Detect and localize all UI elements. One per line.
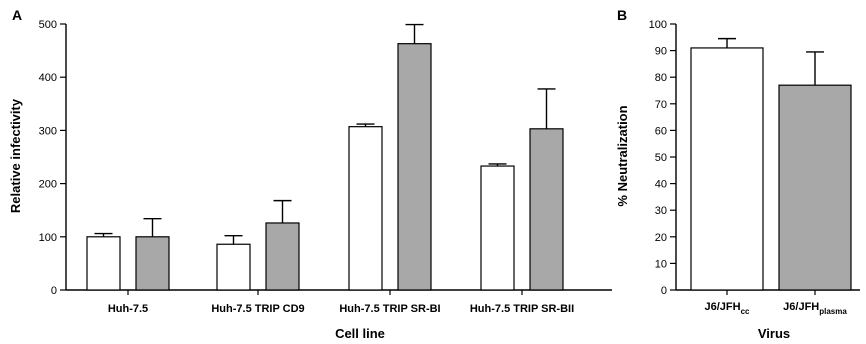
panel-a-y-tick-label: 100	[39, 232, 57, 244]
panel-a-category-label: Huh-7.5 TRIP CD9	[211, 303, 304, 315]
panel-a-y-tick-label: 300	[39, 125, 57, 137]
panel-b-y-tick-label: 40	[655, 179, 667, 191]
panel-b-chart: B % Neutralization Virus 0 10 20 30 40 50 60 70…	[615, 7, 860, 341]
panel-b-category-label: J6/JFHcc	[705, 301, 751, 316]
panel-a-category-label: Huh-7.5 TRIP SR-BII	[470, 303, 574, 315]
panel-a-x-axis-title: Cell line	[335, 326, 385, 341]
panel-b-y-tick-label: 80	[655, 72, 667, 84]
panel-b-bar	[690, 47, 764, 291]
panel-a-y-axis-title: Relative infectivity	[8, 98, 23, 213]
panel-b-y-tick-label: 50	[655, 152, 667, 164]
panel-a-y-tick-label: 500	[39, 19, 57, 31]
panel-a-bar	[529, 128, 564, 291]
panel-a-bar	[397, 43, 432, 291]
panel-b-bar	[778, 84, 852, 291]
panel-a-category-label: Huh-7.5 TRIP SR-BI	[339, 303, 440, 315]
panel-a-label: A	[12, 7, 22, 23]
panel-b-y-tick-label: 60	[655, 125, 667, 137]
panel-b-label: B	[617, 7, 627, 23]
panel-a-category-label: Huh-7.5	[108, 303, 148, 315]
panel-b-y-tick-label: 0	[661, 285, 667, 297]
panel-b-y-tick-label: 90	[655, 46, 667, 58]
panel-b-y-tick-label: 100	[649, 19, 667, 31]
panel-a-y-tick-label: 400	[39, 72, 57, 84]
panel-a-bar	[348, 126, 383, 291]
panel-b-y-tick-label: 70	[655, 99, 667, 111]
panel-b-x-axis-title: Virus	[758, 326, 790, 341]
panel-a-chart: A Relative infectivity Cell line 0 100 200…	[8, 7, 612, 341]
panel-a-bar	[135, 236, 170, 291]
panel-a-y-tick-label: 0	[51, 285, 57, 297]
panel-b-y-axis-title: % Neutralization	[615, 105, 630, 206]
panel-b-category-label: J6/JFHplasma	[783, 301, 847, 316]
panel-a-bar	[216, 243, 251, 291]
panel-a-bar	[86, 236, 121, 291]
panel-b-y-tick-label: 20	[655, 232, 667, 244]
panel-b-y-tick-label: 10	[655, 258, 667, 270]
panel-a-bar	[265, 222, 300, 291]
panel-a-y-tick-label: 200	[39, 179, 57, 191]
panel-a-bar	[480, 165, 515, 291]
panel-b-y-tick-label: 30	[655, 205, 667, 217]
